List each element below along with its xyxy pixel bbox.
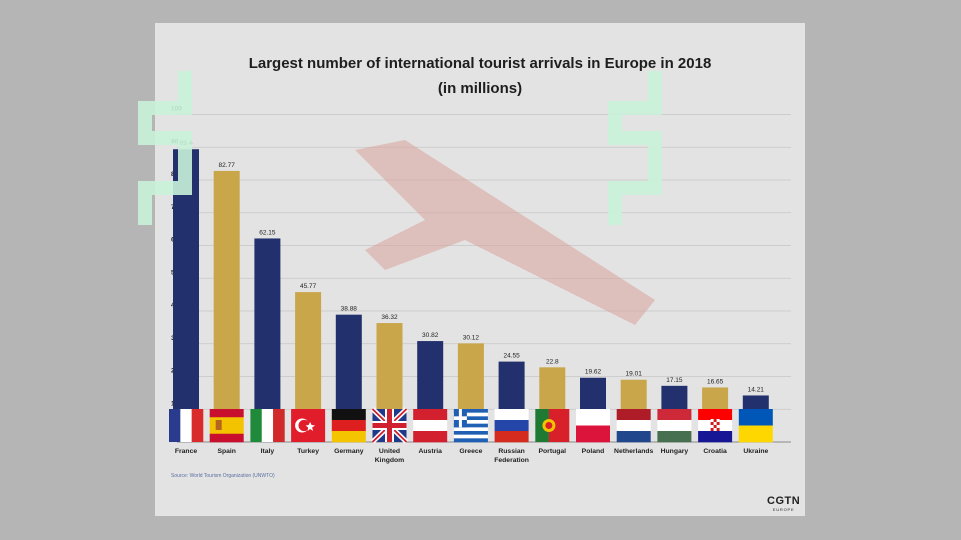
category-label: Hungary: [661, 448, 689, 455]
chart-card: Largest number of international tourist …: [155, 23, 805, 516]
category-label: France: [175, 448, 198, 455]
category-label: Spain: [217, 448, 236, 455]
hungary-flag-icon: [657, 409, 692, 443]
austria-flag-icon: [413, 409, 448, 443]
category-label: Germany: [334, 448, 364, 455]
value-label: 38.88: [341, 306, 358, 313]
value-label: 89.4: [180, 140, 193, 147]
source-note: Source: World Tourism Organization (UNWT…: [171, 473, 275, 479]
y-tick-label: 100: [171, 106, 182, 113]
germany-flag-icon: [331, 409, 366, 443]
value-label: 19.01: [626, 371, 643, 378]
spain-flag-icon: [209, 409, 244, 443]
category-label: Portugal: [539, 448, 567, 455]
value-label: 19.62: [585, 369, 602, 376]
portugal-flag-icon: [535, 409, 570, 442]
bar-chart: 010203040506070809010089.4France82.77Spa…: [169, 106, 791, 464]
category-label: Ukraine: [743, 448, 768, 455]
value-label: 17.15: [666, 377, 683, 384]
bar-france: [173, 149, 199, 442]
value-label: 16.65: [707, 378, 724, 385]
category-label: Italy: [261, 448, 275, 455]
value-label: 45.77: [300, 283, 317, 290]
category-label: Greece: [459, 448, 482, 455]
value-label: 24.55: [503, 353, 520, 360]
category-label: Croatia: [703, 448, 727, 455]
value-label: 82.77: [219, 162, 236, 169]
value-label: 36.32: [381, 314, 398, 321]
poland-flag-icon: [576, 409, 610, 443]
russia-flag-icon: [494, 409, 529, 443]
category-label: Poland: [582, 448, 605, 455]
value-label: 14.21: [748, 386, 765, 393]
united-kingdom-flag-icon: [370, 407, 409, 444]
italy-flag-icon: [250, 409, 285, 442]
netherlands-flag-icon: [616, 409, 651, 443]
value-label: 22.8: [546, 358, 559, 365]
value-label: 62.15: [259, 229, 276, 236]
y-tick-label: 90: [171, 138, 179, 145]
category-label: Turkey: [297, 448, 319, 455]
category-label: Netherlands: [614, 448, 654, 455]
category-label: Russian Federation: [494, 448, 529, 464]
cgtn-logo: CGTN EUROPE: [767, 495, 800, 512]
logo-sub-text: EUROPE: [772, 507, 795, 512]
category-label: Austria: [418, 448, 442, 455]
ukraine-flag-icon: [738, 409, 773, 443]
croatia-flag-icon: [698, 409, 733, 443]
value-label: 30.12: [463, 334, 480, 341]
value-label: 30.82: [422, 332, 439, 339]
turkey-flag-icon: [291, 409, 326, 442]
logo-main-text: CGTN: [767, 495, 801, 507]
bar-spain: [213, 170, 240, 442]
chart-title: Largest number of international tourist …: [248, 55, 712, 72]
france-flag-icon: [169, 409, 204, 442]
category-label: United Kingdom: [375, 448, 404, 464]
greece-flag-icon: [453, 409, 488, 443]
bar-italy: [254, 238, 281, 442]
chart-subtitle: (in millions): [437, 80, 523, 97]
